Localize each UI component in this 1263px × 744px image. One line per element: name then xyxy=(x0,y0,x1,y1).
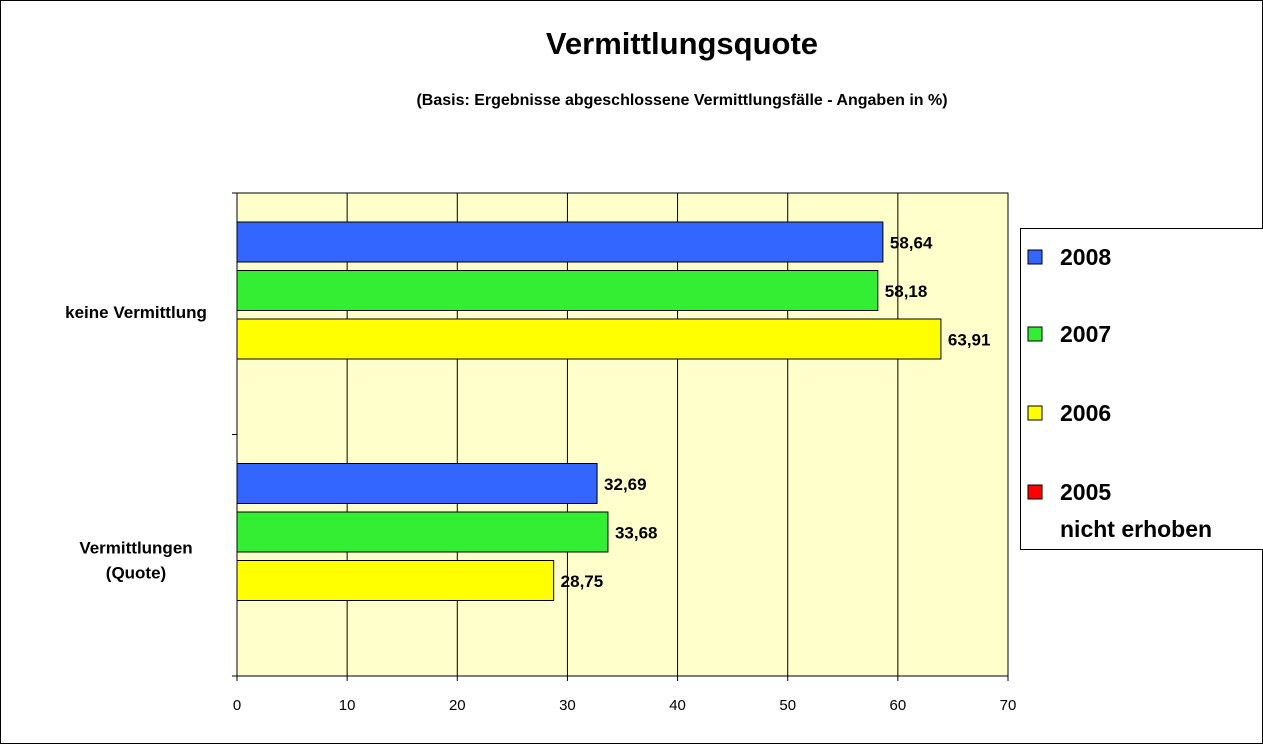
bar xyxy=(236,463,598,504)
data-label: 28,75 xyxy=(561,572,604,591)
x-tick-label: 10 xyxy=(339,697,356,714)
bar xyxy=(236,318,942,360)
x-tick-label: 70 xyxy=(1000,697,1017,714)
x-tick-label: 30 xyxy=(559,697,576,714)
bar xyxy=(236,560,555,601)
legend-swatch xyxy=(1027,249,1043,265)
chart-subtitle: (Basis: Ergebnisse abgeschlossene Vermit… xyxy=(416,92,947,109)
bar xyxy=(236,221,884,263)
legend-swatch xyxy=(1027,405,1043,421)
legend-label: 2007 xyxy=(1060,321,1111,347)
chart-title: Vermittlungsquote xyxy=(546,26,818,61)
x-tick-label: 20 xyxy=(449,697,466,714)
legend-swatch xyxy=(1027,484,1043,500)
data-label: 33,68 xyxy=(615,523,658,542)
bar xyxy=(236,511,609,553)
data-label: 32,69 xyxy=(604,475,647,494)
y-tick-label: keine Vermittlung xyxy=(65,303,207,322)
x-tick-label: 40 xyxy=(669,697,686,714)
legend-label: 2006 xyxy=(1060,400,1111,426)
y-tick-label: Vermittlungen (Quote) xyxy=(79,539,192,583)
legend-box xyxy=(1020,228,1263,550)
legend-swatch xyxy=(1027,326,1043,342)
legend-label: 2008 xyxy=(1060,244,1111,270)
x-tick-label: 60 xyxy=(890,697,907,714)
data-label: 58,18 xyxy=(885,282,928,301)
bar xyxy=(236,270,879,311)
x-tick-label: 0 xyxy=(233,697,241,714)
data-label: 58,64 xyxy=(890,233,933,252)
data-label: 63,91 xyxy=(948,330,991,349)
plot-area xyxy=(236,192,1009,677)
x-tick-label: 50 xyxy=(779,697,796,714)
legend-label: 2005 nicht erhoben xyxy=(1060,479,1212,542)
